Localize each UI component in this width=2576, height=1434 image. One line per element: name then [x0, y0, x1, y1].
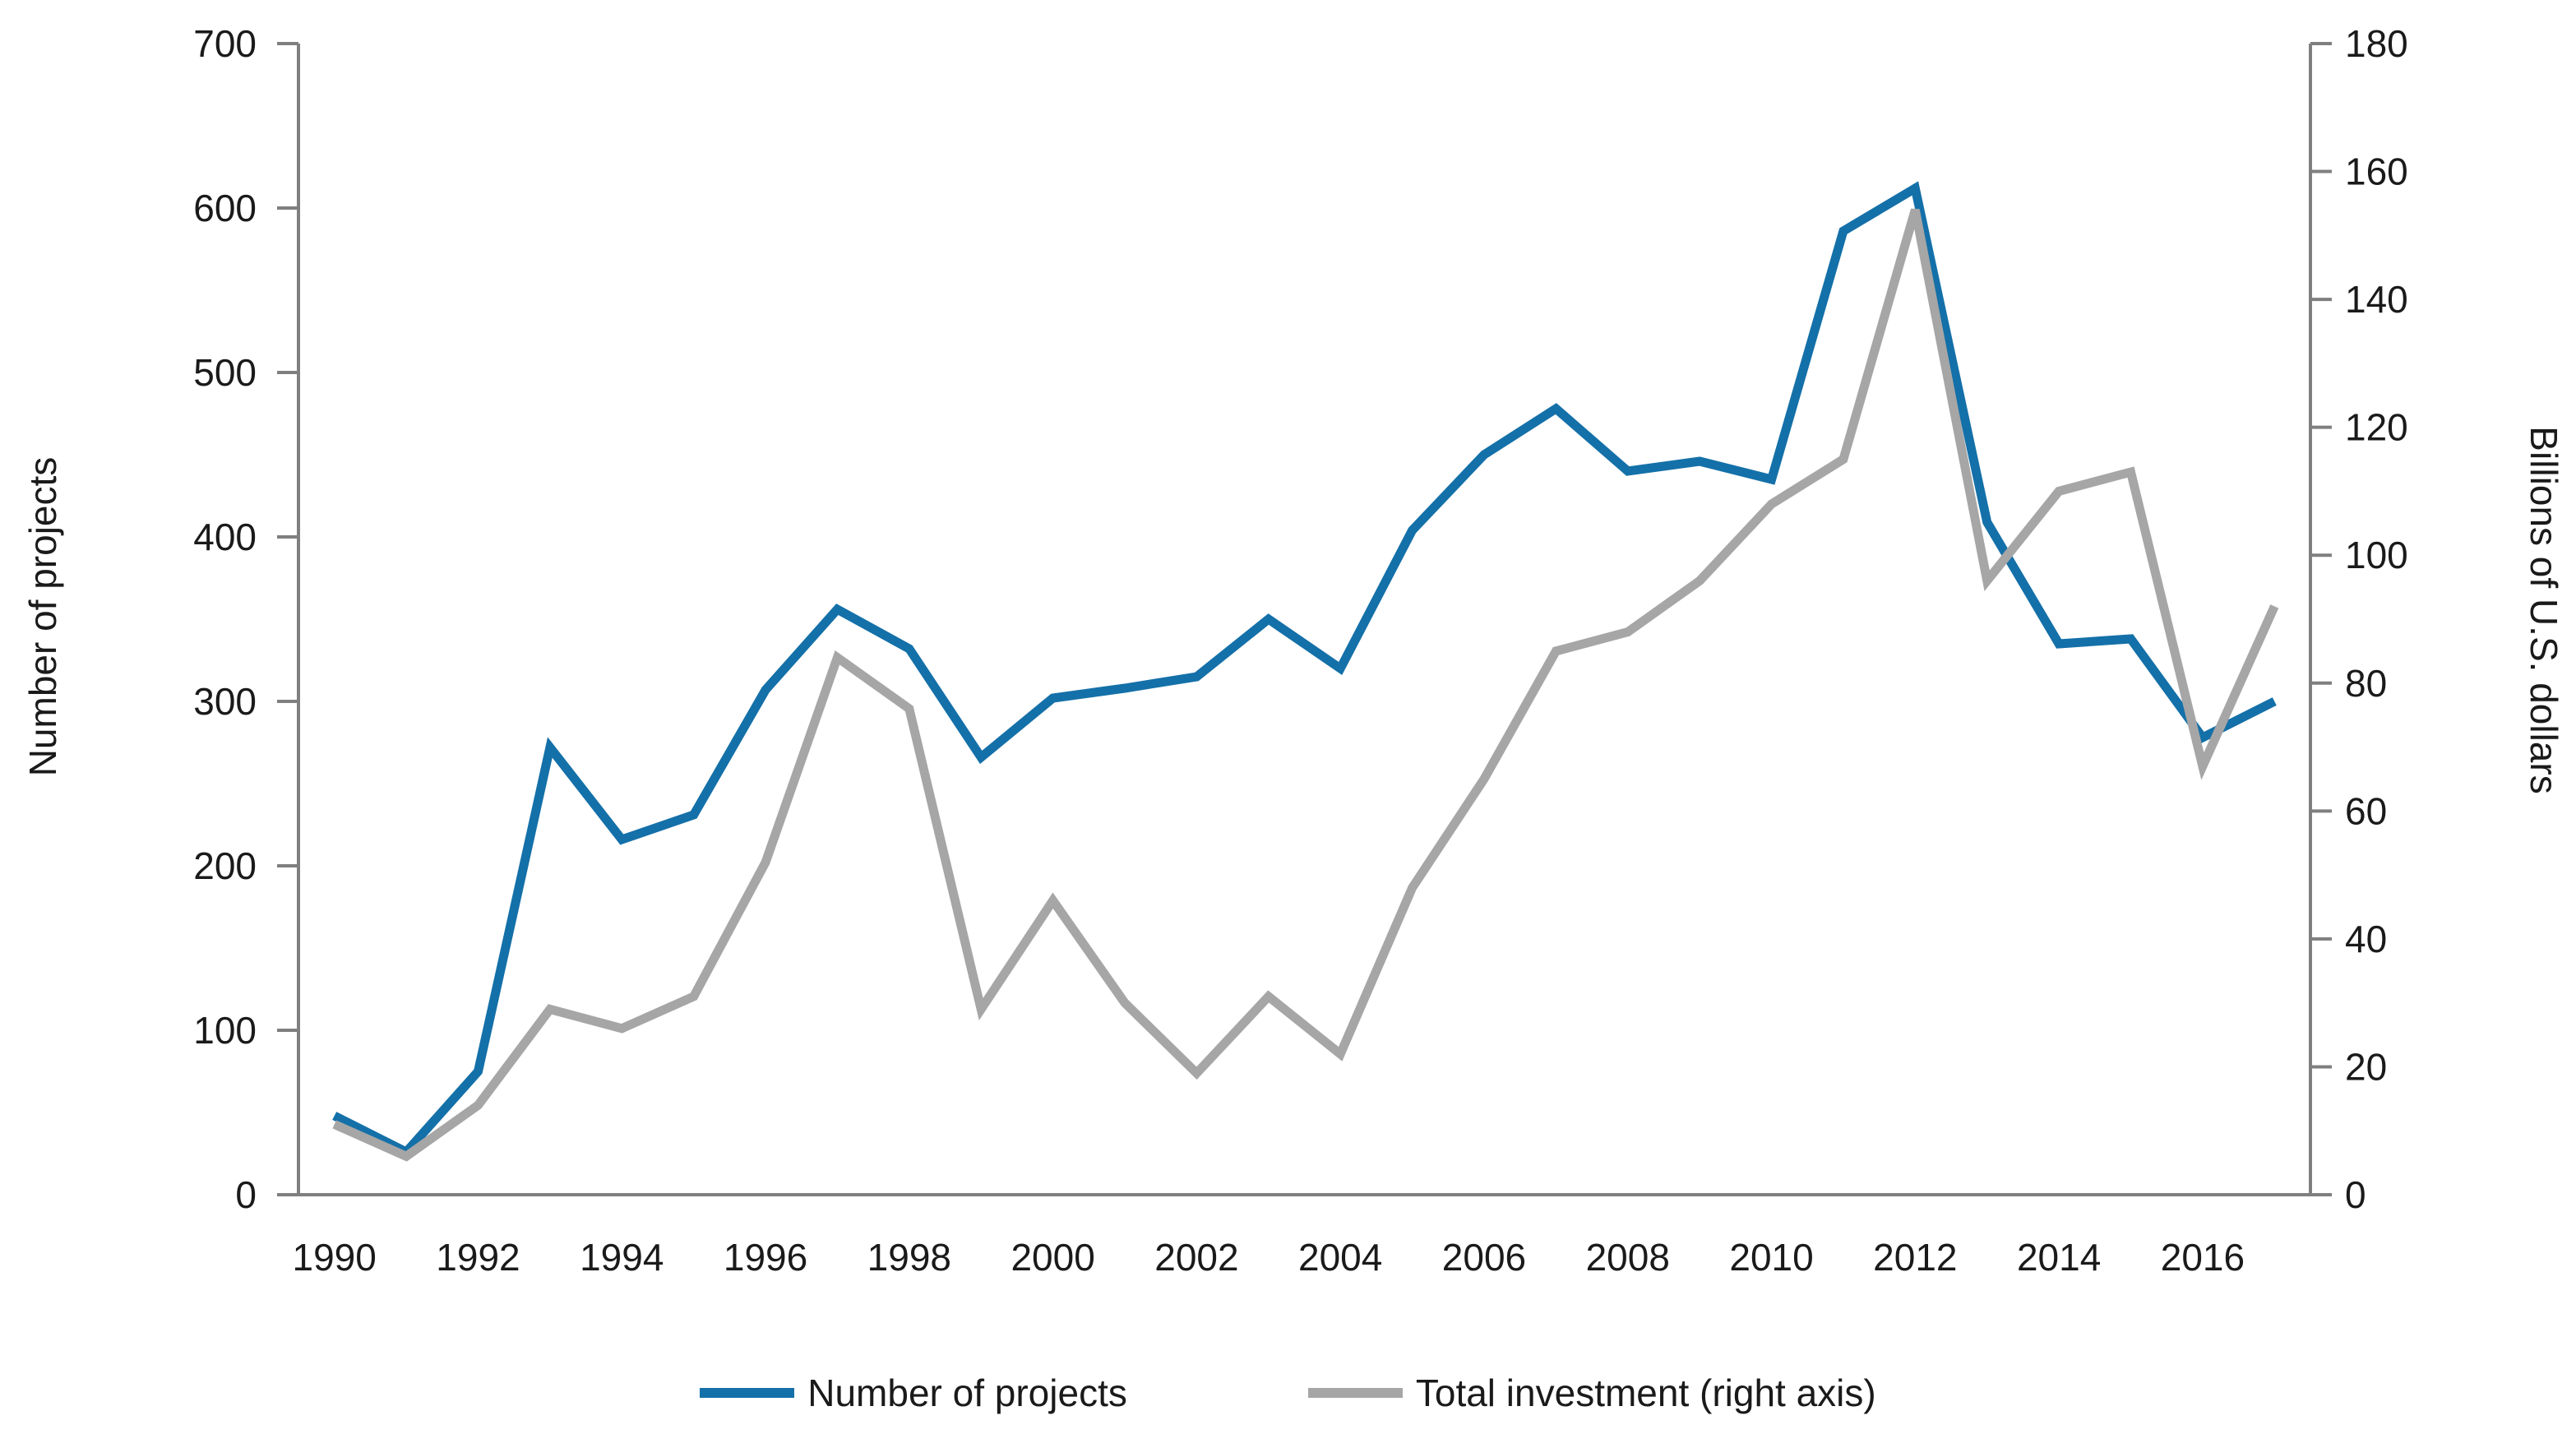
right-axis-tick-label: 80 — [2345, 662, 2387, 705]
investment-line-swatch — [1307, 1388, 1403, 1398]
right-axis-tick-label: 100 — [2345, 534, 2408, 576]
legend-entry-investment: Total investment (right axis) — [1307, 1371, 1876, 1415]
x-axis-tick-label: 2016 — [2161, 1236, 2245, 1279]
x-axis-tick-label: 2008 — [1586, 1236, 1670, 1279]
x-axis-tick-label: 1990 — [293, 1236, 377, 1279]
projects-line-swatch — [700, 1388, 795, 1398]
right-axis-tick-label: 180 — [2345, 22, 2408, 65]
left-axis-tick-label: 700 — [193, 22, 257, 65]
x-axis-tick-label: 2010 — [1729, 1236, 1813, 1279]
right-axis-title: Billions of U.S. dollars — [2523, 426, 2565, 794]
legend-entry-projects: Number of projects — [700, 1371, 1127, 1415]
left-axis-tick-label: 600 — [193, 187, 257, 229]
x-axis-tick-label: 1994 — [580, 1236, 664, 1279]
series-line-projects — [332, 181, 2277, 1158]
x-axis-tick-label: 2002 — [1154, 1236, 1238, 1279]
left-axis-tick-label: 200 — [193, 844, 257, 887]
x-axis-tick-label: 2012 — [1873, 1236, 1957, 1279]
x-axis-tick-label: 1996 — [724, 1236, 807, 1279]
right-axis-tick-label: 140 — [2345, 278, 2408, 321]
legend-label-projects: Number of projects — [807, 1372, 1127, 1414]
x-axis-tick-label: 2000 — [1011, 1236, 1094, 1279]
left-axis-tick-label: 400 — [193, 516, 257, 558]
legend-label-investment: Total investment (right axis) — [1415, 1372, 1876, 1414]
left-axis-tick-label: 100 — [193, 1009, 257, 1052]
series-line-investment — [332, 208, 2279, 1162]
right-axis-tick-label: 20 — [2345, 1045, 2387, 1088]
left-axis-tick-label: 300 — [193, 680, 257, 723]
left-axis-tick-label: 500 — [193, 351, 257, 394]
right-axis-tick-label: 0 — [2345, 1173, 2366, 1216]
left-axis-title: Number of projects — [21, 456, 64, 777]
x-axis-tick-label: 1992 — [436, 1236, 520, 1279]
right-axis-tick-label: 120 — [2345, 406, 2408, 449]
right-axis-tick-label: 60 — [2345, 789, 2387, 832]
chart-legend: Number of projects Total investment (rig… — [0, 1368, 2576, 1418]
x-axis-tick-label: 2006 — [1442, 1236, 1526, 1279]
right-axis-tick-label: 40 — [2345, 918, 2387, 960]
left-axis-tick-label: 0 — [235, 1173, 257, 1216]
right-axis-tick-label: 160 — [2345, 150, 2408, 193]
x-axis-tick-label: 2004 — [1298, 1236, 1382, 1279]
x-axis-tick-label: 2014 — [2017, 1236, 2101, 1279]
x-axis-tick-label: 1998 — [867, 1236, 951, 1279]
